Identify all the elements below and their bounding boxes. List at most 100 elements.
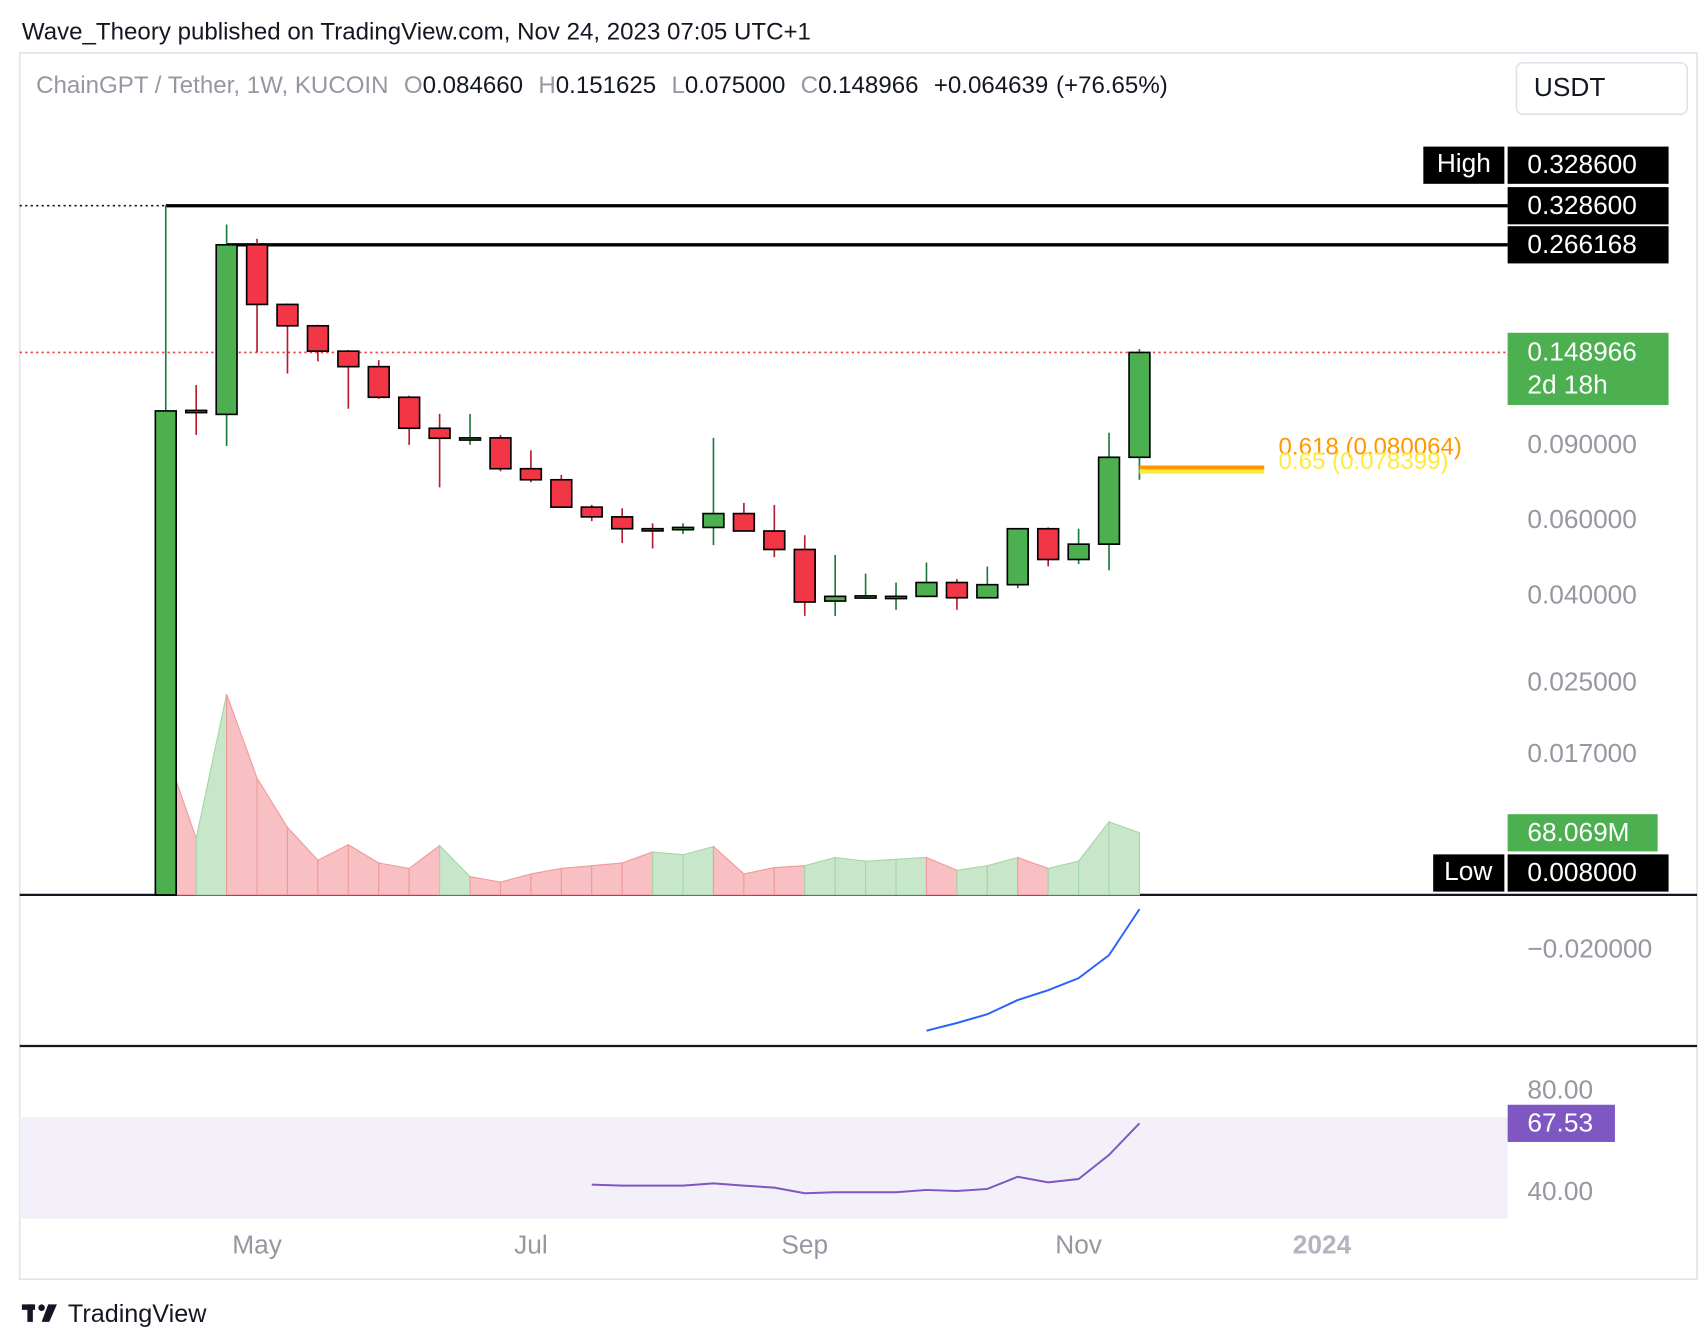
countdown-label: 2d 18h (1527, 369, 1607, 399)
y-tick-label: 0.025000 (1527, 666, 1637, 696)
candle-body (641, 527, 664, 532)
candle-body (184, 409, 208, 414)
candle-body (1036, 527, 1060, 561)
legend-text: C (801, 72, 818, 99)
candle-body (337, 350, 360, 368)
fib-label: 0.618 (0.080064) (1279, 433, 1462, 460)
candle-body (1006, 527, 1029, 586)
candle-body (854, 595, 877, 599)
low-name: Low (1444, 856, 1493, 886)
x-tick-label: May (232, 1229, 282, 1259)
candle-body (1128, 351, 1151, 459)
volume-area (591, 862, 623, 896)
low-price-label: 0.008000 (1527, 857, 1637, 887)
candle-body (793, 548, 816, 603)
candle-body (550, 478, 573, 508)
y-tick-label: −0.020000 (1527, 934, 1652, 964)
y-tick-label: 0.040000 (1527, 579, 1637, 609)
candle-body (945, 581, 969, 599)
candle-body (245, 243, 269, 306)
volume-area (895, 856, 928, 896)
volume-area (652, 851, 684, 896)
y-tick-label: 0.090000 (1527, 429, 1637, 459)
legend-text: ChainGPT / Tether, 1W, KUCOIN (36, 72, 388, 99)
candle-body (763, 530, 786, 551)
chart-frame (18, 52, 1698, 1281)
last-price-box (1507, 332, 1669, 406)
candle-body (276, 303, 299, 327)
volume-area (560, 865, 593, 896)
indicator-line (591, 1122, 1141, 1195)
candle-body (915, 581, 938, 598)
volume-area (773, 865, 806, 896)
candle-body (580, 506, 603, 518)
candle-body (458, 437, 482, 441)
candle-body (610, 516, 634, 530)
indicator-band (19, 1117, 1508, 1219)
last-price-label: 0.148966 (1527, 337, 1637, 367)
legend-text: +0.064639 (934, 72, 1049, 99)
volume-label-box (1507, 814, 1658, 852)
x-tick-label: Nov (1055, 1229, 1103, 1259)
high-price-label: 0.328600 (1527, 149, 1637, 179)
candle-body (306, 324, 330, 353)
candle-body (1097, 456, 1121, 545)
candle-body (519, 467, 543, 481)
candle-body (428, 427, 451, 440)
legend-text: (+76.65%) (1056, 72, 1168, 99)
legend-text: 0.151625 (556, 72, 656, 99)
volume-label: 68.069M (1527, 817, 1629, 847)
candle-body (976, 583, 999, 599)
candle-body (367, 365, 390, 399)
tradingview-logo-icon (21, 1304, 57, 1322)
legend-text: 0.084660 (423, 72, 523, 99)
y-tick-label: 40.00 (1527, 1176, 1593, 1206)
high-name: High (1437, 148, 1491, 178)
volume-area (956, 865, 988, 896)
publisher-line: Wave_Theory published on TradingView.com… (22, 19, 811, 46)
candle-body (823, 595, 847, 602)
indicator-value-box (1507, 1104, 1615, 1142)
volume-area (865, 858, 897, 896)
x-tick-label: Sep (781, 1229, 828, 1259)
candle-body (702, 512, 725, 529)
x-tick-label: Jul (514, 1229, 548, 1259)
x-tick-label: 2024 (1293, 1229, 1352, 1259)
volume-area (682, 845, 715, 896)
candle-body (671, 526, 695, 531)
legend-text: H (538, 72, 555, 99)
legend-text: L (672, 72, 685, 99)
candle-body (1067, 543, 1090, 561)
footer-logo: TradingView (68, 1300, 207, 1328)
candle-body (154, 410, 177, 896)
indicator-value-label: 67.53 (1527, 1107, 1593, 1137)
volume-area (378, 862, 410, 896)
y-tick-label: 0.060000 (1527, 504, 1637, 534)
indicator-line (926, 908, 1141, 1032)
legend-text: 0.075000 (685, 72, 785, 99)
candle-body (489, 437, 512, 470)
legend-text: 0.148966 (818, 72, 918, 99)
candle-body (884, 595, 908, 600)
fib-label: 0.65 (0.078399) (1279, 448, 1449, 475)
volume-area (834, 856, 867, 896)
low-price-box (1507, 854, 1669, 892)
candle-body (397, 396, 421, 430)
volume-area (1108, 821, 1141, 896)
level-price-box (1507, 226, 1669, 264)
currency-button[interactable] (1515, 61, 1689, 116)
high-price-box (1507, 146, 1669, 184)
candle-body (215, 243, 238, 416)
level-price-label: 0.266168 (1527, 229, 1637, 259)
legend-text: O (404, 72, 423, 99)
y-tick-label: 0.017000 (1527, 738, 1637, 768)
high-name-box (1423, 146, 1505, 184)
level-price-label: 0.328600 (1527, 190, 1637, 220)
level-price-box (1507, 187, 1669, 225)
currency-label[interactable]: USDT (1534, 72, 1606, 102)
y-tick-label: 80.00 (1527, 1075, 1593, 1105)
candle-body (732, 512, 756, 532)
low-name-box (1433, 854, 1505, 892)
